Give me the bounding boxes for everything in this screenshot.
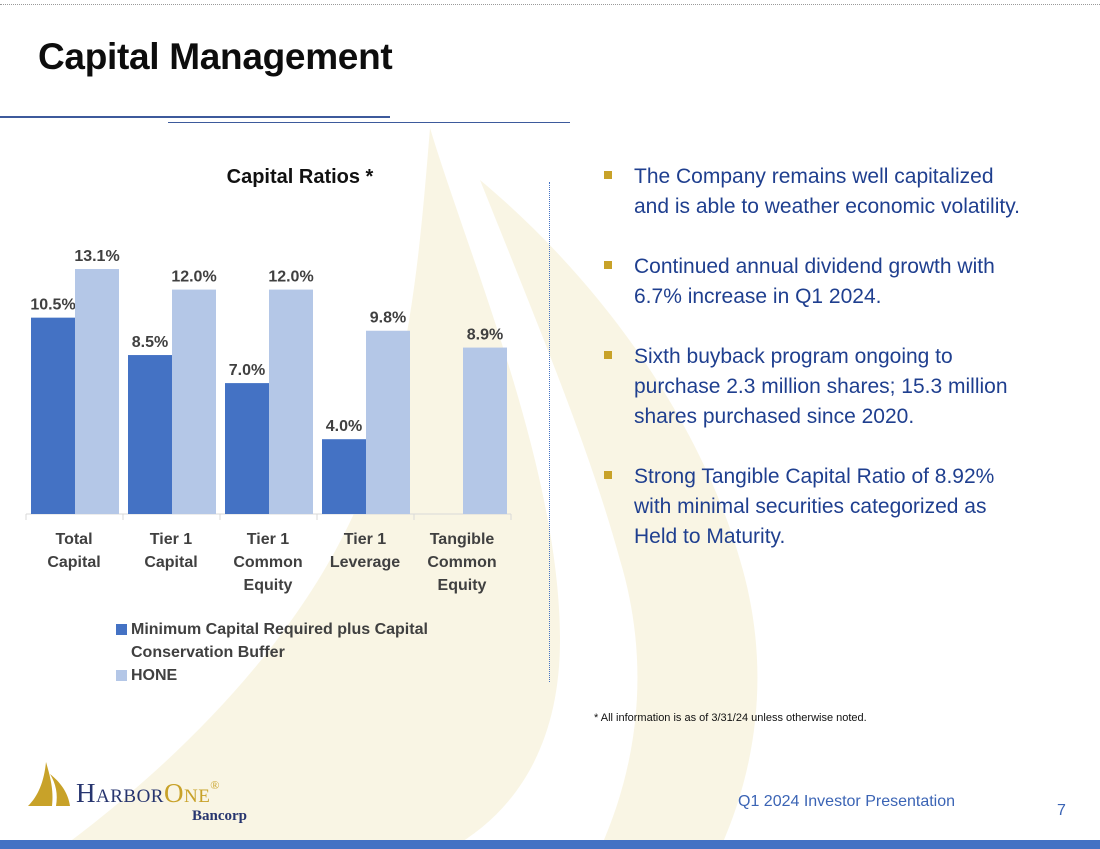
- bottom-accent-bar: [0, 840, 1100, 849]
- logo-sail-icon: [28, 762, 70, 806]
- bullet-square-icon: [604, 351, 612, 359]
- bullet-item: Strong Tangible Capital Ratio of 8.92% w…: [604, 462, 1034, 552]
- bar-minimum-0: [31, 317, 75, 514]
- bar-minimum-2: [225, 383, 269, 514]
- category-label-3: Tier 1 Leverage: [329, 531, 401, 571]
- title-underline: [0, 116, 390, 118]
- category-label-2: Tier 1 Common Equity: [233, 531, 303, 594]
- data-label-minimum-0: 10.5%: [30, 297, 75, 314]
- bullet-item: The Company remains well capitalized and…: [604, 162, 1034, 222]
- chart-legend: Minimum Capital Required plus Capital Co…: [116, 618, 476, 687]
- logo-wordmark: HarborOne®: [76, 778, 220, 809]
- data-label-minimum-1: 8.5%: [132, 334, 168, 351]
- bar-hone-0: [75, 269, 119, 514]
- bullet-square-icon: [604, 471, 612, 479]
- legend-swatch-hone: [116, 670, 127, 681]
- capital-ratios-chart: 10.5% 13.1% 8.5% 12.0% 7.0% 12.0% 4.0% 9.8% 8.9%: [25, 248, 512, 520]
- logo-name-part2: One: [163, 778, 211, 808]
- data-label-minimum-3: 4.0%: [326, 418, 362, 435]
- data-label-hone-1: 12.0%: [171, 269, 216, 286]
- bullet-text: Continued annual dividend growth with 6.…: [634, 255, 995, 308]
- chart-title: Capital Ratios *: [226, 166, 374, 188]
- bar-hone-2: [269, 289, 313, 514]
- bullet-text: Sixth buyback program ongoing to purchas…: [634, 345, 1008, 428]
- top-dotted-border: [0, 4, 1100, 5]
- data-label-minimum-2: 7.0%: [229, 362, 265, 379]
- bullet-square-icon: [604, 261, 612, 269]
- legend-item-minimum: Minimum Capital Required plus Capital Co…: [116, 618, 476, 664]
- logo-subtitle: Bancorp: [192, 808, 248, 824]
- legend-item-hone: HONE: [116, 664, 476, 687]
- data-label-hone-0: 13.1%: [74, 248, 119, 265]
- bullet-text: The Company remains well capitalized and…: [634, 165, 1020, 218]
- data-label-hone-3: 9.8%: [370, 310, 406, 327]
- bullet-list: The Company remains well capitalized and…: [604, 162, 1034, 582]
- bar-minimum-1: [128, 355, 172, 514]
- legend-swatch-minimum: [116, 624, 127, 635]
- footnote: * All information is as of 3/31/24 unles…: [594, 712, 867, 724]
- data-label-hone-4: 8.9%: [467, 327, 503, 344]
- bar-minimum-3: [322, 439, 366, 514]
- bullet-item: Sixth buyback program ongoing to purchas…: [604, 342, 1034, 432]
- category-label-4: Tangible Common Equity: [427, 531, 497, 594]
- bullet-text: Strong Tangible Capital Ratio of 8.92% w…: [634, 465, 995, 548]
- category-label-1: Tier 1 Capital: [144, 531, 198, 571]
- bar-hone-4: [463, 347, 507, 514]
- title-underline-secondary: [168, 122, 570, 123]
- category-label-0: Total Capital: [47, 531, 101, 571]
- page-number: 7: [1057, 802, 1066, 819]
- page-title: Capital Management: [38, 36, 393, 77]
- legend-label-hone: HONE: [131, 667, 178, 684]
- legend-label-minimum: Minimum Capital Required plus Capital Co…: [131, 621, 428, 661]
- logo-name-part1: Harbor: [76, 778, 164, 808]
- footer-presentation-label: Q1 2024 Investor Presentation: [738, 793, 956, 810]
- bar-hone-3: [366, 330, 410, 514]
- bullet-square-icon: [604, 171, 612, 179]
- bullet-item: Continued annual dividend growth with 6.…: [604, 252, 1034, 312]
- logo-registered: ®: [210, 778, 220, 792]
- harborone-logo: HarborOne® Bancorp: [24, 760, 284, 830]
- bar-hone-1: [172, 289, 216, 514]
- data-label-hone-2: 12.0%: [268, 269, 313, 286]
- vertical-divider: [549, 182, 550, 682]
